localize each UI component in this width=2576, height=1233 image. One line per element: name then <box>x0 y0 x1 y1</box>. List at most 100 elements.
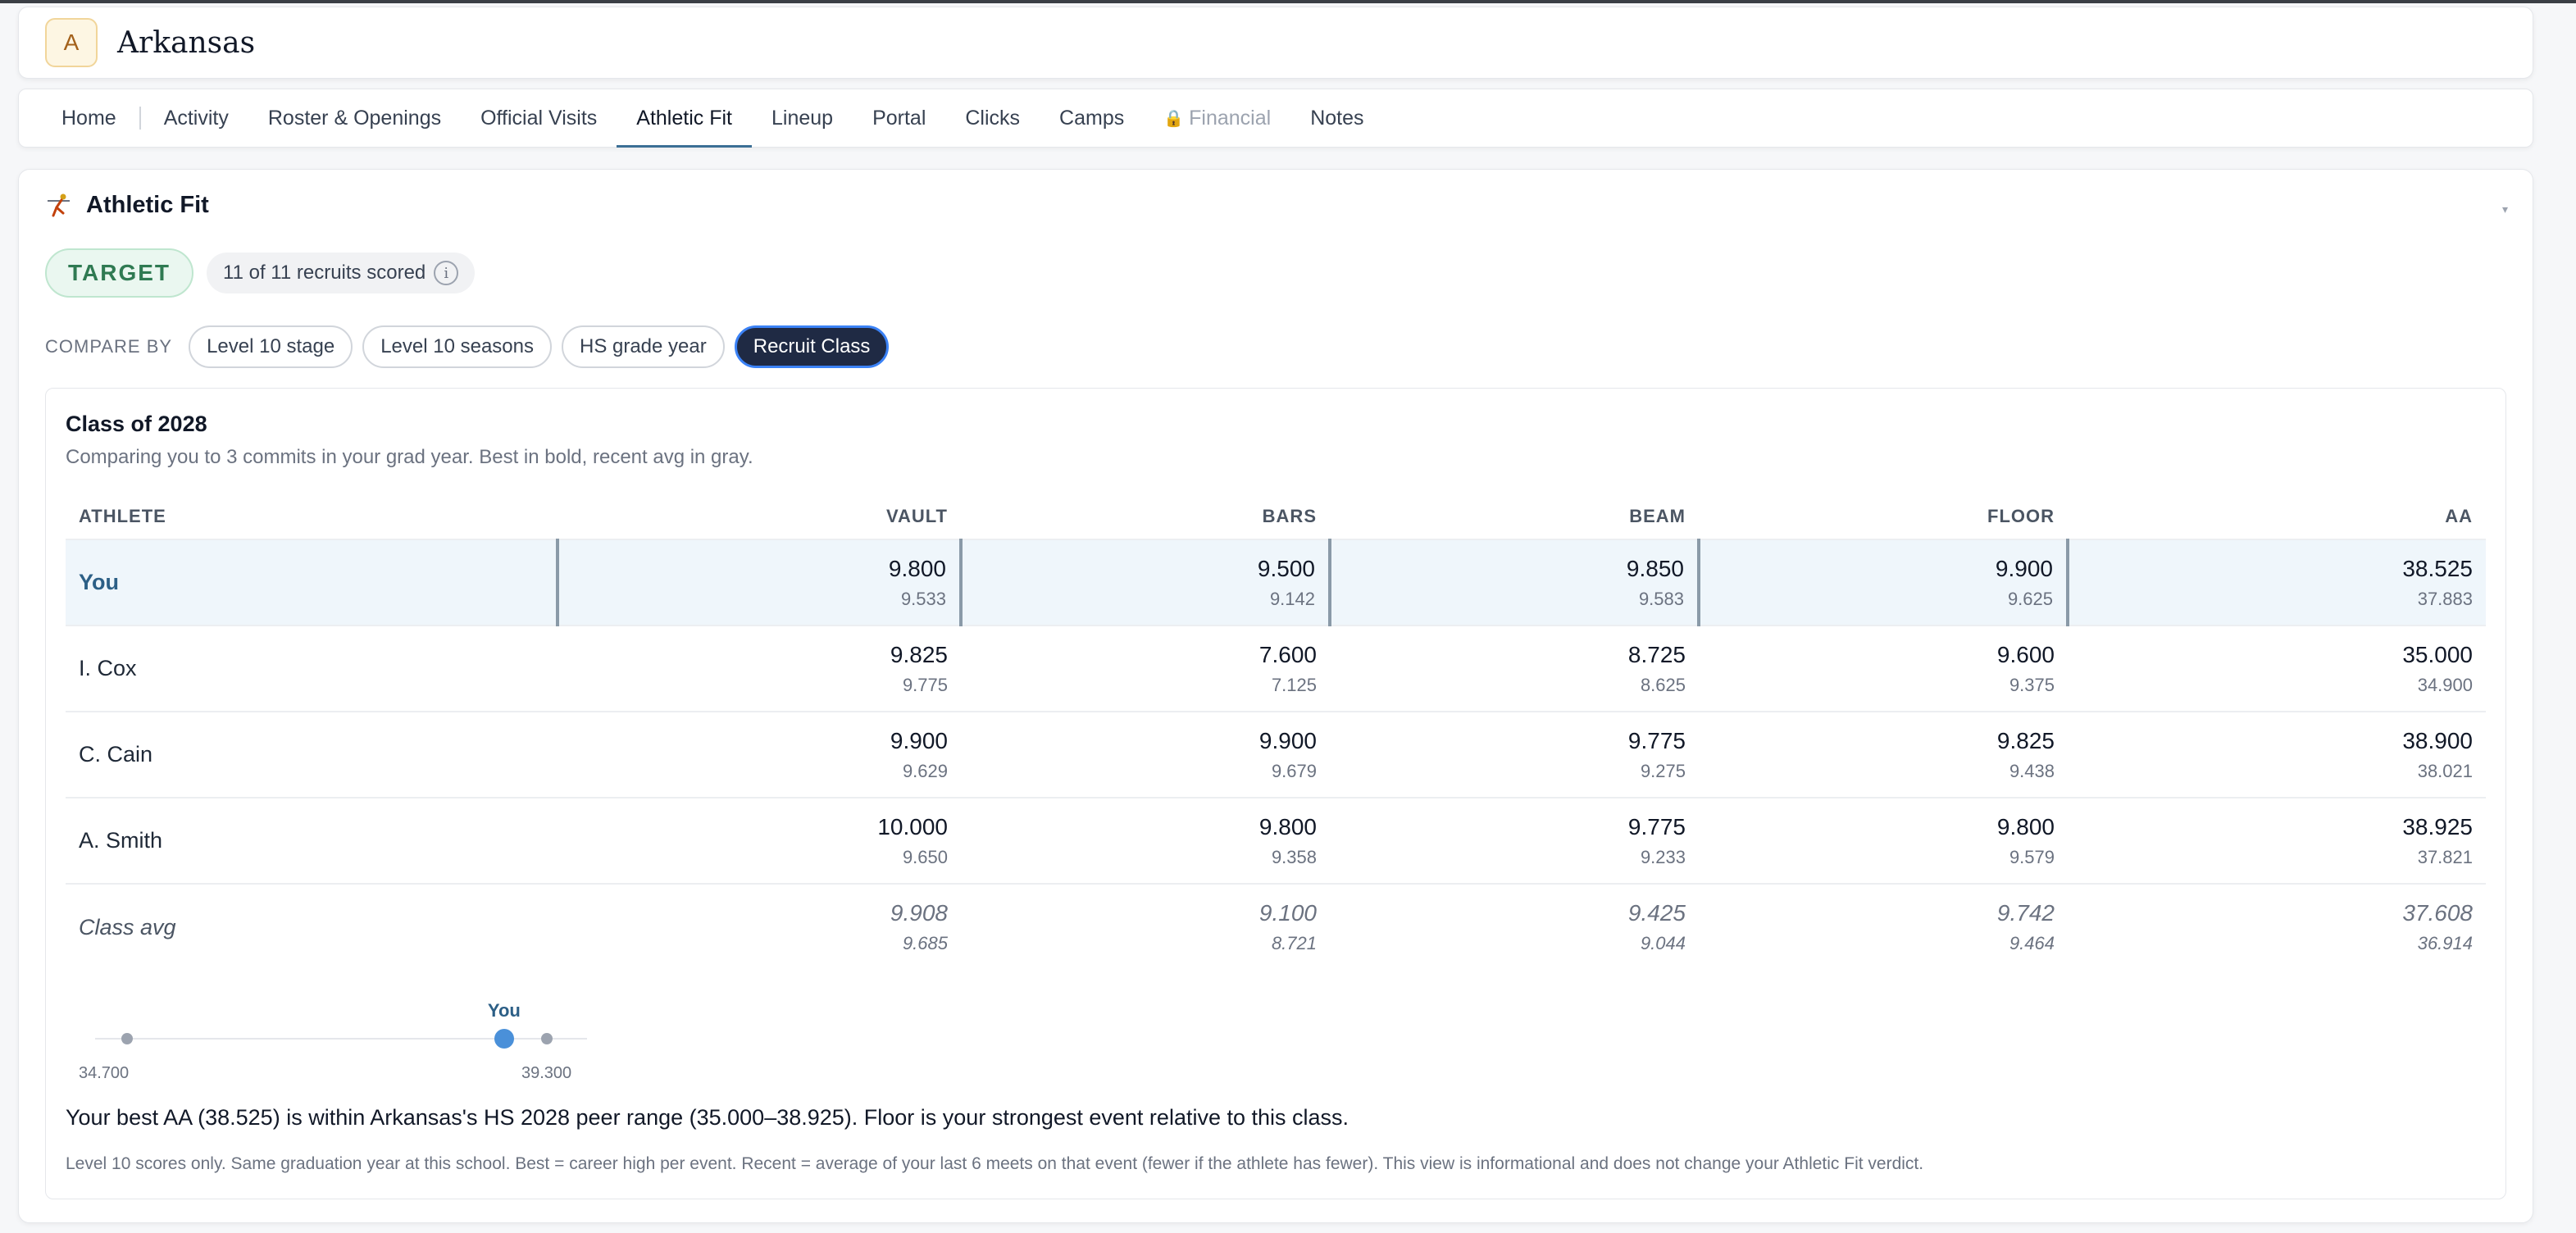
tab-lineup[interactable]: Lineup <box>771 106 834 130</box>
tab-official-visits[interactable]: Official Visits <box>480 106 598 130</box>
athlete-name: Class avg <box>66 883 558 970</box>
tab-home[interactable]: Home <box>61 106 116 130</box>
compare-by-label: COMPARE BY <box>45 336 173 357</box>
compare-level10-stage[interactable]: Level 10 stage <box>189 325 353 368</box>
recent-avg: 36.914 <box>2417 933 2473 953</box>
scored-pill: 11 of 11 recruits scored i <box>207 253 476 293</box>
recent-avg: 9.044 <box>1640 933 1686 953</box>
class-description: Comparing you to 3 commits in your grad … <box>66 446 753 468</box>
collapse-icon[interactable]: ▾ <box>2501 202 2508 216</box>
floor-score-cell: 9.800 9.579 <box>1699 797 2068 884</box>
tab-athletic-fit[interactable]: Athletic Fit <box>617 89 752 148</box>
summary-text: Your best AA (38.525) is within Arkansas… <box>66 1105 1349 1130</box>
athlete-name: You <box>66 539 558 626</box>
floor-score-cell: 9.600 9.375 <box>1699 625 2068 712</box>
aa-score-cell: 38.925 37.821 <box>2068 797 2486 884</box>
lock-icon: 🔒 <box>1163 109 1185 128</box>
best-score: 9.908 <box>890 900 948 926</box>
school-avatar: A <box>45 18 98 67</box>
recent-avg: 9.438 <box>2009 760 2055 781</box>
tab-activity[interactable]: Activity <box>163 106 229 130</box>
recent-avg: 9.629 <box>902 760 948 781</box>
best-score: 37.608 <box>2402 900 2473 926</box>
row-a-smith: A. Smith 10.000 9.650 9.800 9.358 9.775 9.233 9… <box>66 797 2486 884</box>
tab-portal[interactable]: Portal <box>872 106 926 130</box>
bars-score-cell: 9.900 9.679 <box>961 711 1330 798</box>
peer-aa-dot <box>121 1033 134 1044</box>
best-score: 9.100 <box>1258 900 1317 926</box>
recent-avg: 9.583 <box>1638 588 1684 609</box>
range-track <box>95 1038 587 1040</box>
footnote-text: Level 10 scores only. Same graduation ye… <box>66 1154 1924 1173</box>
bars-score-cell: 9.100 8.721 <box>961 883 1330 970</box>
best-score: 35.000 <box>2402 641 2473 667</box>
beam-score-cell: 9.775 9.233 <box>1330 797 1699 884</box>
beam-score-cell: 9.425 9.044 <box>1330 883 1699 970</box>
tab-roster-openings[interactable]: Roster & Openings <box>267 106 442 130</box>
col-vault: VAULT <box>885 505 948 526</box>
col-aa: AA <box>2445 505 2473 526</box>
gymnast-icon <box>48 193 70 217</box>
best-score: 9.900 <box>1258 727 1317 753</box>
best-score: 9.800 <box>1996 813 2055 839</box>
recent-avg: 8.625 <box>1640 674 1686 695</box>
vault-score-cell: 9.900 9.629 <box>558 711 961 798</box>
recent-avg: 34.900 <box>2417 674 2473 695</box>
beam-score-cell: 9.850 9.583 <box>1328 539 1699 626</box>
col-athlete: ATHLETE <box>79 505 166 526</box>
best-score: 9.825 <box>1996 727 2055 753</box>
verdict-row: TARGET 11 of 11 recruits scored i <box>45 248 476 298</box>
best-score: 9.900 <box>890 727 948 753</box>
compare-recruit-class[interactable]: Recruit Class <box>734 325 890 368</box>
range-max-label: 39.300 <box>521 1064 572 1082</box>
you-aa-dot <box>494 1029 514 1049</box>
best-score: 9.825 <box>890 641 948 667</box>
recent-avg: 9.375 <box>2009 674 2055 695</box>
athlete-name: C. Cain <box>66 711 558 798</box>
recent-avg: 7.125 <box>1271 674 1317 695</box>
tab-notes[interactable]: Notes <box>1310 106 1364 130</box>
row-class-avg: Class avg 9.908 9.685 9.100 8.721 9.425 9.044 9… <box>66 883 2486 970</box>
aa-range-strip: You 34.700 39.300 <box>79 995 603 1085</box>
col-beam: BEAM <box>1629 505 1686 526</box>
row-i-cox: I. Cox 9.825 9.775 7.600 7.125 8.725 8.625 9.60… <box>66 625 2486 712</box>
recent-avg: 37.883 <box>2417 588 2473 609</box>
vault-score-cell: 9.908 9.685 <box>558 883 961 970</box>
aa-score-cell: 38.525 37.883 <box>2066 539 2486 626</box>
athletic-fit-card: Athletic Fit ▾ TARGET 11 of 11 recruits … <box>18 169 2533 1223</box>
best-score: 9.900 <box>1995 555 2053 581</box>
best-score: 9.500 <box>1257 555 1315 581</box>
aa-score-cell: 37.608 36.914 <box>2068 883 2486 970</box>
compare-hs-grade-year[interactable]: HS grade year <box>561 325 725 368</box>
tab-clicks[interactable]: Clicks <box>965 106 1021 130</box>
scores-table: ATHLETE VAULT BARS BEAM FLOOR AA You 9.80… <box>66 494 2486 970</box>
best-score: 9.800 <box>888 555 946 581</box>
best-score: 10.000 <box>877 813 948 839</box>
best-score: 8.725 <box>1627 641 1686 667</box>
tab-bar: Home Activity Roster & Openings Official… <box>18 89 2533 148</box>
peer-aa-dot <box>541 1033 553 1044</box>
class-comparison-panel: Class of 2028 Comparing you to 3 commits… <box>45 388 2506 1199</box>
info-icon[interactable]: i <box>434 261 459 285</box>
tab-financial-label: Financial <box>1189 106 1272 130</box>
tab-divider <box>139 107 141 130</box>
section-header: Athletic Fit <box>45 191 209 219</box>
vault-score-cell: 9.800 9.533 <box>556 539 961 626</box>
bars-score-cell: 7.600 7.125 <box>961 625 1330 712</box>
you-marker-label: You <box>487 1000 521 1021</box>
tab-camps[interactable]: Camps <box>1059 106 1125 130</box>
best-score: 38.525 <box>2402 555 2473 581</box>
athlete-name: A. Smith <box>66 797 558 884</box>
recent-avg: 9.464 <box>2009 933 2055 953</box>
recent-avg: 9.533 <box>900 588 946 609</box>
aa-score-cell: 38.900 38.021 <box>2068 711 2486 798</box>
compare-level10-seasons[interactable]: Level 10 seasons <box>362 325 552 368</box>
floor-score-cell: 9.825 9.438 <box>1699 711 2068 798</box>
best-score: 9.800 <box>1258 813 1317 839</box>
best-score: 38.925 <box>2402 813 2473 839</box>
tab-financial[interactable]: 🔒 Financial <box>1144 89 1290 147</box>
beam-score-cell: 8.725 8.625 <box>1330 625 1699 712</box>
recent-avg: 9.233 <box>1640 846 1686 867</box>
compare-by-row: COMPARE BY Level 10 stage Level 10 seaso… <box>45 325 899 368</box>
recent-avg: 8.721 <box>1271 933 1317 953</box>
